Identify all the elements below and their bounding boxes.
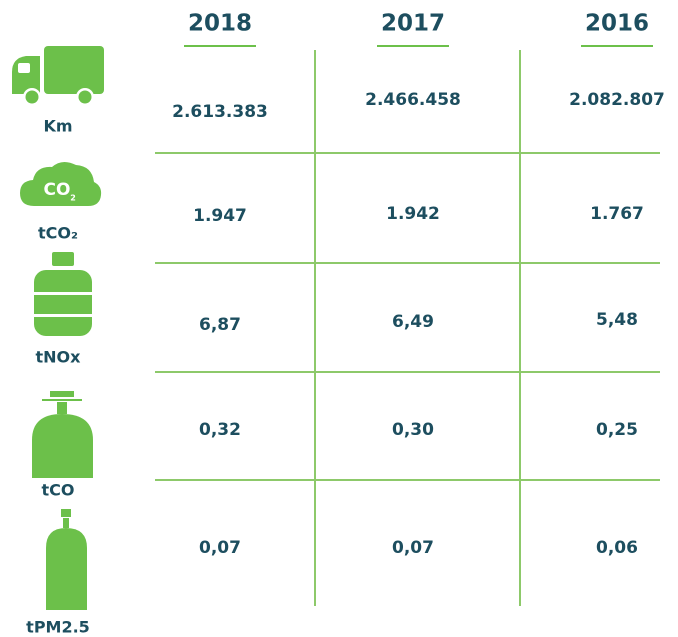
cell-value: 0,30 [392, 420, 434, 440]
co2-cloud-icon: CO 2 [20, 161, 102, 206]
cloud-text: CO [44, 180, 71, 200]
row-label: tPM2.5 [26, 618, 90, 637]
cell-value: 5,48 [596, 310, 638, 330]
cell-value: 0,06 [596, 538, 638, 558]
cloud-subtext: 2 [70, 194, 76, 203]
cell-value: 0,07 [199, 538, 241, 558]
year-header: 2016 [585, 11, 649, 37]
cell-value: 2.466.458 [365, 90, 461, 110]
cell-value: 0,32 [199, 420, 241, 440]
cell-value: 1.767 [590, 204, 644, 224]
cell-value: 1.947 [193, 206, 247, 226]
cell-value: 6,49 [392, 312, 434, 332]
cell-value: 0,25 [596, 420, 638, 440]
row-label: tCO₂ [38, 224, 78, 243]
cell-value: 1.942 [386, 204, 440, 224]
co-bottle-icon [32, 391, 93, 478]
cell-value: 2.613.383 [172, 102, 268, 122]
cell-value: 2.082.807 [569, 90, 665, 110]
row-label: Km [43, 117, 72, 136]
year-header: 2018 [188, 11, 252, 37]
icons: CO 2 [12, 46, 104, 610]
pm-bottle-icon [46, 509, 87, 610]
cell-value: 0,07 [392, 538, 434, 558]
row-label: tCO [42, 481, 75, 500]
truck-icon [12, 46, 104, 106]
year-header: 2017 [381, 11, 445, 37]
nox-bottle-icon [34, 252, 92, 336]
cell-value: 6,87 [199, 315, 241, 335]
row-label: tNOx [36, 348, 82, 367]
